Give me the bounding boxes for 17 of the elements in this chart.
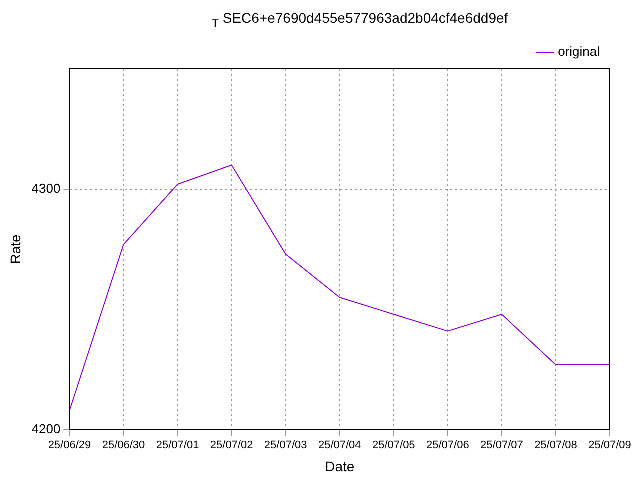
x-tick-label: 25/07/03 — [264, 440, 308, 452]
x-tick-label: 25/07/08 — [534, 440, 578, 452]
x-tick-label: 25/06/29 — [48, 440, 92, 452]
x-tick-label: 25/07/06 — [426, 440, 470, 452]
x-tick-label: 25/07/01 — [156, 440, 200, 452]
chart-title: $_{T}$ SEC6+e7690d455e577963ad2b04cf4e6dd9ef — [210, 9, 510, 32]
x-tick-label: 25/07/05 — [372, 440, 416, 452]
legend-label: original — [558, 44, 600, 60]
x-tick-label: 25/07/09 — [588, 440, 632, 452]
y-tick-label: 4300 — [32, 180, 61, 196]
y-tick-label: 4200 — [32, 422, 61, 437]
x-tick-label: 25/07/04 — [318, 440, 362, 452]
x-tick-label: 25/07/07 — [480, 440, 524, 452]
x-axis-title: Date — [325, 458, 355, 474]
x-tick-label: 25/06/30 — [102, 440, 146, 452]
x-tick-label: 25/07/02 — [210, 440, 254, 452]
y-axis-title: Rate — [7, 234, 24, 264]
